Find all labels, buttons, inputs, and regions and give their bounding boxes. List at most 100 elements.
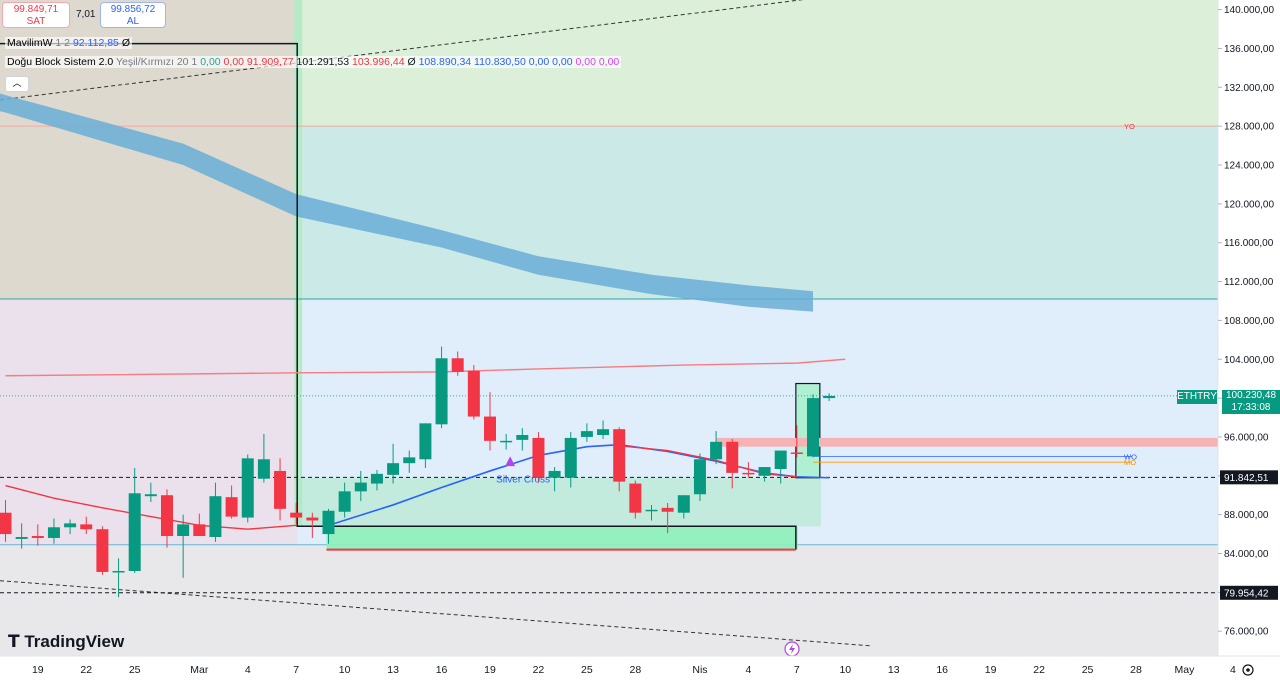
- candle[interactable]: [645, 504, 658, 521]
- candle[interactable]: [693, 453, 706, 502]
- candle-body: [435, 358, 448, 425]
- candle[interactable]: [112, 558, 125, 598]
- candle[interactable]: [80, 516, 93, 535]
- candle[interactable]: [677, 495, 690, 519]
- candle[interactable]: [322, 508, 335, 544]
- candle[interactable]: [47, 518, 60, 544]
- candle-body: [241, 458, 254, 518]
- indicator-name: MavilimW: [7, 37, 53, 49]
- indicator-legend-dogu-block[interactable]: Doğu Block Sistem 2.0 Yeşil/Kırmızı 20 1…: [5, 56, 622, 68]
- candle[interactable]: [807, 394, 819, 458]
- candle[interactable]: [290, 502, 303, 524]
- trendline-lower[interactable]: [0, 580, 871, 647]
- candle-body: [31, 536, 44, 538]
- candle[interactable]: [564, 432, 577, 488]
- candle[interactable]: [435, 346, 448, 429]
- candle[interactable]: [484, 392, 496, 451]
- candle[interactable]: [161, 489, 173, 548]
- candle[interactable]: [96, 526, 109, 575]
- candle-body: [144, 494, 157, 497]
- settings-gear-icon[interactable]: [1242, 664, 1254, 676]
- candle-body: [629, 483, 642, 513]
- time-tick-label: 16: [436, 664, 448, 676]
- trendline-upper[interactable]: [0, 0, 840, 101]
- candle[interactable]: [257, 434, 270, 483]
- indicator-value: 0,00: [595, 56, 620, 68]
- candle[interactable]: [548, 467, 561, 492]
- candle[interactable]: [306, 512, 319, 538]
- candle-body: [193, 524, 206, 537]
- candle-body: [548, 470, 561, 478]
- candle[interactable]: [710, 431, 723, 465]
- time-tick-label: May: [1175, 664, 1196, 676]
- candle[interactable]: [742, 462, 755, 478]
- tradingview-logo-icon: 𝗧: [8, 632, 20, 651]
- candle[interactable]: [451, 351, 464, 376]
- candle[interactable]: [532, 432, 545, 483]
- candle[interactable]: [758, 467, 771, 482]
- candle-body: [532, 437, 545, 478]
- candle[interactable]: [370, 469, 383, 491]
- price-tick-label: 140.000,00: [1224, 5, 1274, 16]
- candle[interactable]: [0, 500, 12, 542]
- candle-body: [225, 497, 238, 517]
- candles: [0, 346, 836, 598]
- price-axis[interactable]: [1218, 0, 1280, 681]
- candle[interactable]: [387, 443, 400, 484]
- indicator-empty-value: Ø: [121, 37, 130, 49]
- indicator-params: Yeşil/Kırmızı 20 1: [115, 56, 198, 68]
- candle[interactable]: [64, 519, 77, 535]
- candle[interactable]: [613, 427, 626, 492]
- candle-body: [645, 509, 658, 512]
- candle[interactable]: [144, 482, 157, 503]
- time-tick-label: 22: [533, 664, 545, 676]
- candle[interactable]: [661, 502, 674, 534]
- time-tick-label: 22: [1033, 664, 1045, 676]
- spread-value: 7,01: [76, 9, 96, 20]
- candle-body: [758, 467, 771, 476]
- candle[interactable]: [597, 420, 610, 439]
- candle[interactable]: [629, 480, 642, 519]
- candle[interactable]: [726, 438, 739, 489]
- candle[interactable]: [419, 423, 432, 469]
- legend-collapse-button[interactable]: ︿: [5, 76, 29, 92]
- price-tick-label: 104.000,00: [1224, 355, 1274, 366]
- candle[interactable]: [177, 514, 190, 578]
- indicator-value: 108.890,34: [415, 56, 472, 68]
- indicator-values: 0,00 0,00 91.909,77 101.291,53 103.996,4…: [200, 56, 619, 68]
- candle[interactable]: [580, 423, 593, 442]
- candle-body: [306, 517, 319, 521]
- candle[interactable]: [241, 454, 254, 523]
- tradingview-logo[interactable]: 𝗧 TradingView: [8, 632, 124, 652]
- lightning-glyph-icon: [789, 644, 795, 654]
- candle[interactable]: [274, 458, 287, 521]
- time-tick-label: 4: [1230, 664, 1236, 676]
- buy-button[interactable]: 99.856,72 AL: [100, 2, 166, 28]
- indicator-value: 0,00: [549, 56, 573, 68]
- price-tick-label: 84.000,00: [1224, 549, 1269, 560]
- candle-body: [403, 457, 416, 464]
- candle[interactable]: [31, 524, 44, 546]
- indicator-legend-mavilimw[interactable]: MavilimW 1 2 92.112,85 Ø: [5, 37, 132, 49]
- sell-button[interactable]: 99.849,71 SAT: [2, 2, 70, 28]
- candle[interactable]: [15, 523, 28, 549]
- candle[interactable]: [823, 393, 836, 402]
- candle[interactable]: [467, 365, 480, 420]
- candle-body: [516, 435, 529, 440]
- candle[interactable]: [338, 482, 351, 518]
- candle-body: [112, 570, 125, 573]
- price-tick-label: 124.000,00: [1224, 161, 1274, 172]
- candle[interactable]: [354, 470, 367, 502]
- candle[interactable]: [209, 482, 222, 542]
- candle[interactable]: [774, 450, 787, 484]
- candle[interactable]: [500, 434, 513, 450]
- candle-body: [823, 395, 836, 399]
- candle[interactable]: [516, 428, 529, 451]
- time-axis[interactable]: [0, 656, 1280, 681]
- candle[interactable]: [128, 468, 141, 573]
- candle[interactable]: [403, 450, 416, 473]
- candle[interactable]: [193, 513, 206, 537]
- candle[interactable]: [225, 485, 238, 519]
- candle[interactable]: [790, 425, 803, 458]
